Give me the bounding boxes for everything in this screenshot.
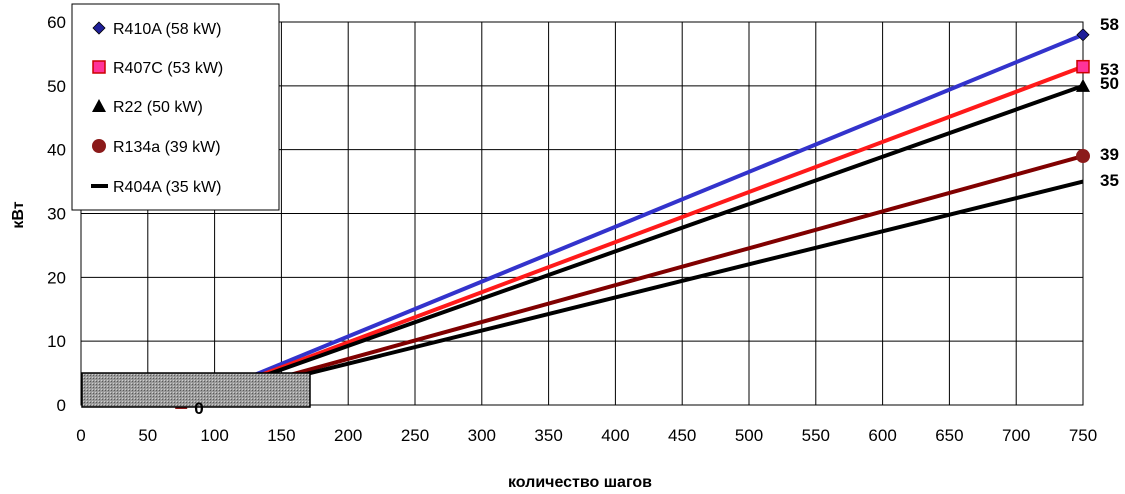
- y-axis-title: кВт: [10, 201, 27, 228]
- y-tick-label: 50: [47, 77, 66, 96]
- x-axis-title: количество шагов: [508, 474, 652, 491]
- x-tick-label: 300: [468, 426, 496, 445]
- x-tick-label: 550: [802, 426, 830, 445]
- triangle-marker: [1076, 78, 1090, 92]
- series-line: [180, 32, 1084, 407]
- series-line: [180, 83, 1084, 407]
- x-tick-label: 700: [1002, 426, 1030, 445]
- x-tick-label: 500: [735, 426, 763, 445]
- plot-frame: [80, 21, 1084, 406]
- hatched-box: [81, 372, 311, 408]
- x-tick-label: 50: [138, 426, 157, 445]
- diamond-marker: [92, 21, 106, 35]
- legend-entry: R410A (58 kW): [113, 21, 221, 38]
- series-line: [180, 154, 1084, 407]
- x-tick-label: 400: [601, 426, 629, 445]
- x-tick-label: 250: [401, 426, 429, 445]
- legend-dash-marker: [91, 184, 108, 188]
- triangle-marker: [92, 99, 106, 112]
- x-tick-label: 100: [200, 426, 228, 445]
- end-label: 50: [1100, 74, 1119, 93]
- x-tick-label: 0: [76, 426, 85, 445]
- x-tick-label: 750: [1069, 426, 1097, 445]
- y-tick-label: 60: [47, 13, 66, 32]
- x-tick-label: 200: [334, 426, 362, 445]
- y-tick-labels: 0 10 20 30 40 50 60: [47, 13, 66, 415]
- start-label: 0: [194, 399, 203, 418]
- legend-entry: R22 (50 kW): [113, 99, 203, 116]
- x-tick-label: 650: [935, 426, 963, 445]
- square-marker: [92, 60, 106, 74]
- end-label: 39: [1100, 145, 1119, 164]
- x-tick-label: 600: [868, 426, 896, 445]
- y-tick-label: 30: [47, 205, 66, 224]
- y-tick-label: 0: [57, 396, 66, 415]
- x-tick-labels: 0 50 100 150 200 250 300 350 400 450 500 550 600 650 7…: [76, 426, 1097, 445]
- square-marker: [1076, 59, 1090, 74]
- legend-box: [71, 3, 280, 211]
- end-label: 35: [1100, 171, 1119, 190]
- x-tick-label: 350: [534, 426, 562, 445]
- legend-entry: R134a (39 kW): [113, 139, 221, 156]
- legend: R410A (58 kW) R407C (53 kW) R22 (50 kW) R13…: [71, 3, 280, 211]
- y-tick-label: 10: [47, 332, 66, 351]
- circle-marker: [1076, 149, 1090, 164]
- x-tick-label: 150: [267, 426, 295, 445]
- series-line: [180, 179, 1084, 407]
- x-tick-label: 450: [668, 426, 696, 445]
- end-label: 58: [1100, 15, 1119, 34]
- y-tick-label: 20: [47, 268, 66, 287]
- diamond-marker: [1076, 28, 1090, 42]
- y-tick-label: 40: [47, 141, 66, 160]
- circle-marker: [92, 139, 106, 153]
- series-line: [180, 64, 1084, 407]
- legend-entry: R407C (53 kW): [113, 60, 223, 77]
- legend-entry: R404A (35 kW): [113, 179, 221, 196]
- end-label: 53: [1100, 60, 1119, 79]
